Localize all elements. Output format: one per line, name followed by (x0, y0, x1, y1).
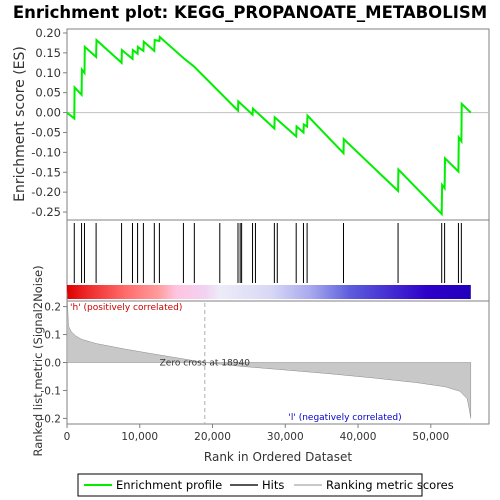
bottom-y-axis-label: Ranked list metric (Signal2Noise) (31, 265, 45, 456)
zero-cross-label: Zero cross at 18940 (160, 359, 251, 369)
ranking-metric-area (66, 292, 472, 419)
x-tick-label: 10,000 (121, 431, 158, 443)
top-y-tick-label: -0.05 (31, 125, 61, 139)
bottom-y-tick-label: 0.0 (44, 358, 61, 370)
x-tick-label: 40,000 (340, 431, 377, 443)
x-tick-label: 20,000 (194, 431, 231, 443)
top-y-tick-label: -0.15 (31, 165, 61, 179)
top-y-tick-label: 0.15 (35, 46, 61, 60)
negative-correlation-label: 'l' (negatively correlated) (288, 413, 401, 423)
top-y-tick-label: -0.10 (31, 145, 61, 159)
hits-panel (66, 219, 490, 302)
top-y-tick-label: -0.20 (31, 185, 61, 199)
top-y-tick-label: -0.25 (31, 205, 61, 219)
legend-label-ranking-metric: Ranking metric scores (326, 478, 454, 492)
bottom-y-tick-label: -0.2 (41, 413, 62, 425)
x-tick-label: 50,000 (412, 431, 449, 443)
top-y-axis-ticks: -0.25 -0.20 -0.15 -0.10 -0.05 0.00 0.05 0.10 0.1… (31, 26, 67, 219)
x-tick-label: 30,000 (267, 431, 304, 443)
bottom-y-axis-ticks: -0.2 -0.1 0.0 0.1 0.2 (41, 302, 67, 425)
x-axis-label: Rank in Ordered Dataset (204, 450, 352, 464)
top-y-tick-label: 0.00 (35, 106, 61, 120)
chart-title: Enrichment plot: KEGG_PROPANOATE_METABOL… (13, 3, 487, 22)
top-panel: -0.25 -0.20 -0.15 -0.10 -0.05 0.00 0.05 0.10 0.1… (12, 26, 490, 221)
bottom-y-tick-label: 0.1 (44, 330, 61, 342)
top-y-tick-label: 0.10 (35, 66, 61, 80)
top-y-tick-label: 0.20 (35, 26, 61, 40)
legend-label-enrichment-profile: Enrichment profile (116, 478, 222, 492)
legend-label-hits: Hits (262, 478, 284, 492)
bottom-y-tick-label: -0.1 (41, 385, 62, 397)
bottom-y-tick-label: 0.2 (44, 302, 61, 314)
hit-lines (73, 223, 462, 283)
top-y-tick-label: 0.05 (35, 86, 61, 100)
x-axis-ticks: 0 10,000 20,000 30,000 40,000 50,000 (64, 424, 449, 443)
enrichment-profile-line (66, 34, 472, 217)
bottom-panel: Zero cross at 18940 'h' (positively corr… (31, 265, 490, 464)
positive-correlation-label: 'h' (positively correlated) (70, 303, 182, 313)
top-panel-frame (66, 28, 490, 221)
top-y-axis-label: Enrichment score (ES) (12, 46, 28, 202)
legend: Enrichment profile Hits Ranking metric s… (77, 473, 454, 497)
x-tick-label: 0 (64, 431, 71, 443)
ranking-color-bar (67, 285, 471, 299)
